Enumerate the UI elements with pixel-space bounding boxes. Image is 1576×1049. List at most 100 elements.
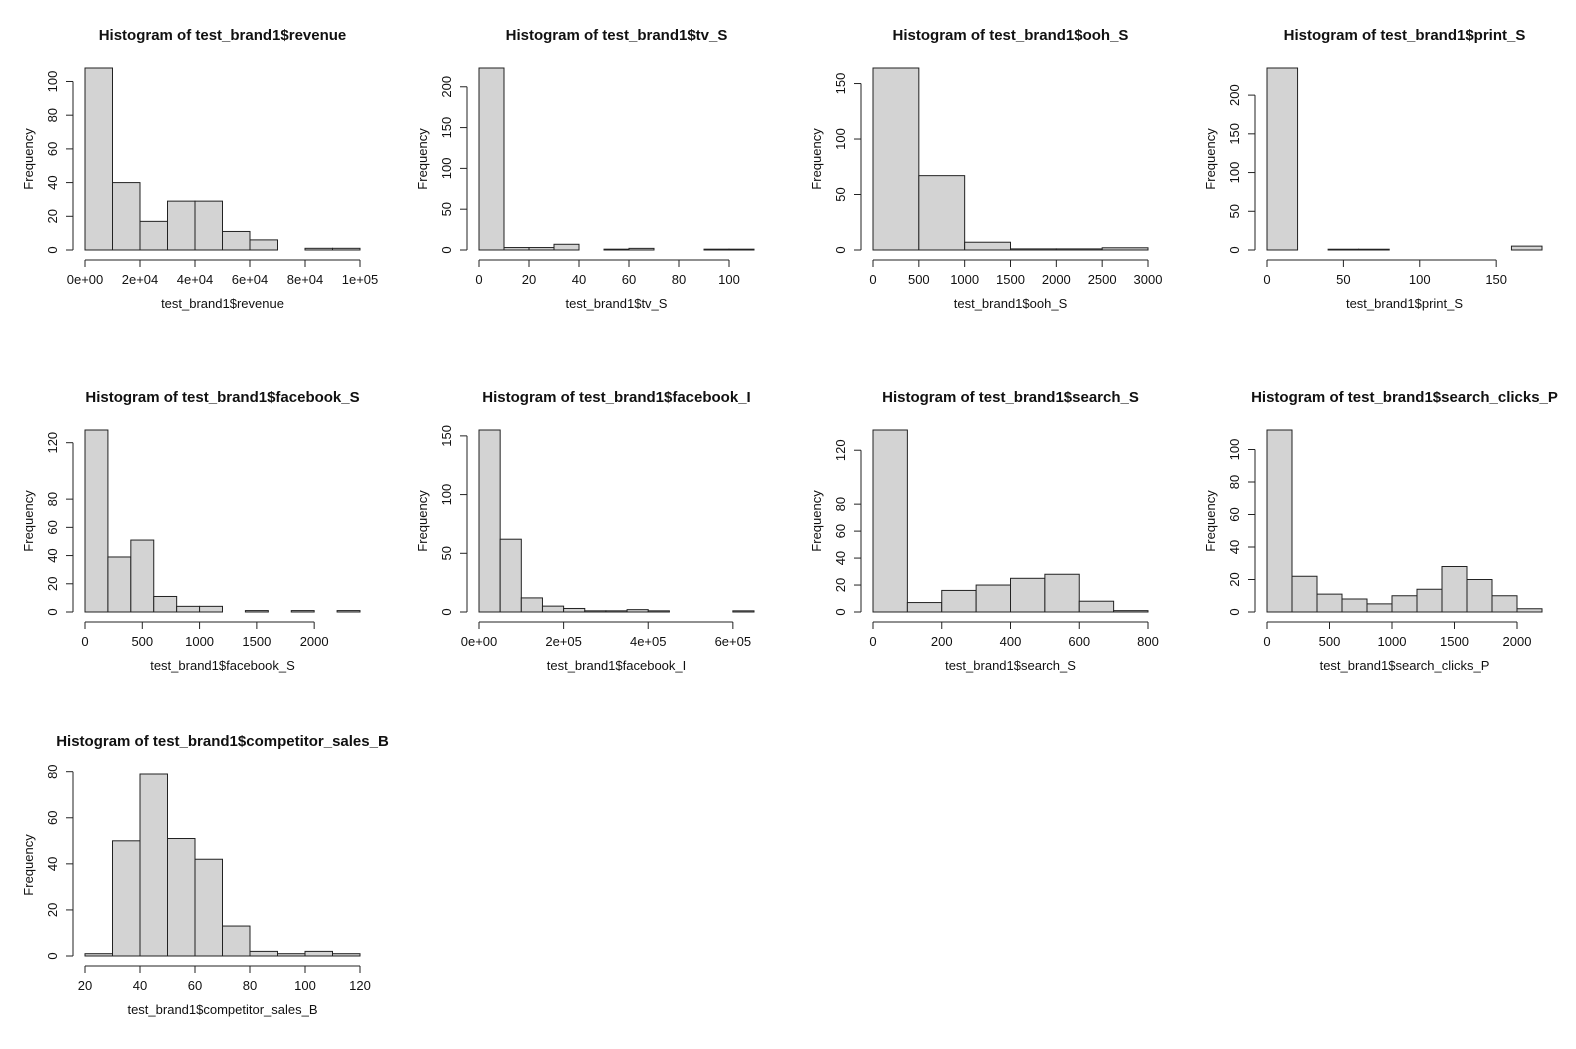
x-tick-label: 40 <box>572 272 586 287</box>
bar <box>167 200 196 251</box>
x-tick-label: 2e+05 <box>545 634 582 649</box>
bar <box>1391 595 1418 613</box>
bar <box>112 840 141 957</box>
x-tick-label: 500 <box>131 634 153 649</box>
x-axis-label: test_brand1$revenue <box>161 296 284 311</box>
bar <box>478 67 505 251</box>
bar <box>84 429 109 613</box>
bar <box>563 607 586 613</box>
bar <box>107 556 132 613</box>
bar <box>304 950 333 957</box>
bar <box>1416 588 1443 613</box>
x-axis-label: test_brand1$search_clicks_P <box>1320 658 1490 673</box>
bar <box>194 200 223 251</box>
y-tick-label: 0 <box>45 952 60 959</box>
y-tick-label: 100 <box>1227 162 1242 184</box>
x-tick-label: 2500 <box>1088 272 1117 287</box>
x-tick-label: 1500 <box>242 634 271 649</box>
x-tick-label: 20 <box>78 978 92 993</box>
bar <box>626 609 649 613</box>
bar <box>304 247 333 251</box>
y-tick-label: 0 <box>1227 246 1242 253</box>
bar <box>130 539 155 613</box>
bar <box>520 597 543 613</box>
y-tick-label: 100 <box>439 484 454 506</box>
bar <box>194 858 223 957</box>
y-tick-label: 0 <box>45 246 60 253</box>
bar <box>1291 575 1318 613</box>
x-tick-label: 2e+04 <box>122 272 159 287</box>
chart-title: Histogram of test_brand1$tv_S <box>506 27 728 44</box>
bar <box>906 602 943 613</box>
x-tick-label: 100 <box>1409 272 1431 287</box>
y-tick-label: 150 <box>833 73 848 95</box>
bar <box>1010 248 1057 251</box>
bar <box>605 610 628 613</box>
bar <box>176 605 201 613</box>
histogram-panel: Histogram of test_brand1$ooh_S test_brand… <box>809 27 1162 311</box>
y-tick-label: 20 <box>1227 572 1242 586</box>
bar <box>1316 593 1343 613</box>
bar <box>1044 573 1080 613</box>
x-tick-label: 20 <box>522 272 536 287</box>
chart-title: Histogram of test_brand1$ooh_S <box>893 27 1129 44</box>
bar <box>112 182 141 251</box>
bar <box>139 773 168 957</box>
x-axis-label: test_brand1$search_S <box>945 658 1076 673</box>
y-axis-label: Frequency <box>21 128 36 190</box>
bar <box>528 247 555 251</box>
x-axis-label: test_brand1$print_S <box>1346 296 1463 311</box>
chart-title: Histogram of test_brand1$competitor_sale… <box>56 733 389 750</box>
x-tick-label: 0e+00 <box>67 272 104 287</box>
x-tick-label: 0 <box>1263 272 1270 287</box>
y-tick-label: 150 <box>439 425 454 447</box>
bar <box>1510 245 1543 251</box>
y-tick-label: 40 <box>833 551 848 565</box>
bar <box>139 220 168 251</box>
bar <box>1327 248 1360 251</box>
bar <box>541 605 565 613</box>
y-axis-label: Frequency <box>809 128 824 190</box>
x-tick-label: 60 <box>622 272 636 287</box>
y-axis-label: Frequency <box>415 490 430 552</box>
bar <box>918 175 966 251</box>
chart-title: Histogram of test_brand1$revenue <box>99 27 347 44</box>
x-tick-label: 0 <box>81 634 88 649</box>
y-axis-label: Frequency <box>1203 128 1218 190</box>
bar <box>84 953 113 957</box>
y-tick-label: 60 <box>45 142 60 156</box>
y-tick-label: 50 <box>439 546 454 560</box>
x-tick-label: 0 <box>1263 634 1270 649</box>
y-tick-label: 0 <box>1227 608 1242 615</box>
y-tick-label: 0 <box>439 608 454 615</box>
x-tick-label: 0 <box>475 272 482 287</box>
bar <box>732 610 755 613</box>
y-tick-label: 150 <box>439 117 454 139</box>
y-tick-label: 20 <box>45 209 60 223</box>
y-tick-label: 60 <box>45 811 60 825</box>
y-tick-label: 0 <box>833 246 848 253</box>
x-tick-label: 1000 <box>1378 634 1407 649</box>
bar <box>336 610 361 613</box>
y-tick-label: 100 <box>833 128 848 150</box>
x-tick-label: 1500 <box>996 272 1025 287</box>
y-tick-label: 80 <box>1227 475 1242 489</box>
histogram-panel: Histogram of test_brand1$competitor_sale… <box>21 733 389 1017</box>
y-tick-label: 60 <box>1227 507 1242 521</box>
bar <box>1441 566 1468 613</box>
y-tick-label: 20 <box>45 903 60 917</box>
x-axis-label: test_brand1$ooh_S <box>954 296 1068 311</box>
x-tick-label: 1500 <box>1440 634 1469 649</box>
y-tick-label: 60 <box>45 520 60 534</box>
x-tick-label: 400 <box>1000 634 1022 649</box>
bar <box>277 953 306 957</box>
x-tick-label: 80 <box>243 978 257 993</box>
x-tick-label: 40 <box>133 978 147 993</box>
x-tick-label: 80 <box>672 272 686 287</box>
x-tick-label: 2000 <box>1503 634 1532 649</box>
histogram-panel: Histogram of test_brand1$search_S test_br… <box>809 389 1159 673</box>
x-tick-label: 50 <box>1336 272 1350 287</box>
bar <box>244 610 269 613</box>
bar <box>628 247 655 251</box>
